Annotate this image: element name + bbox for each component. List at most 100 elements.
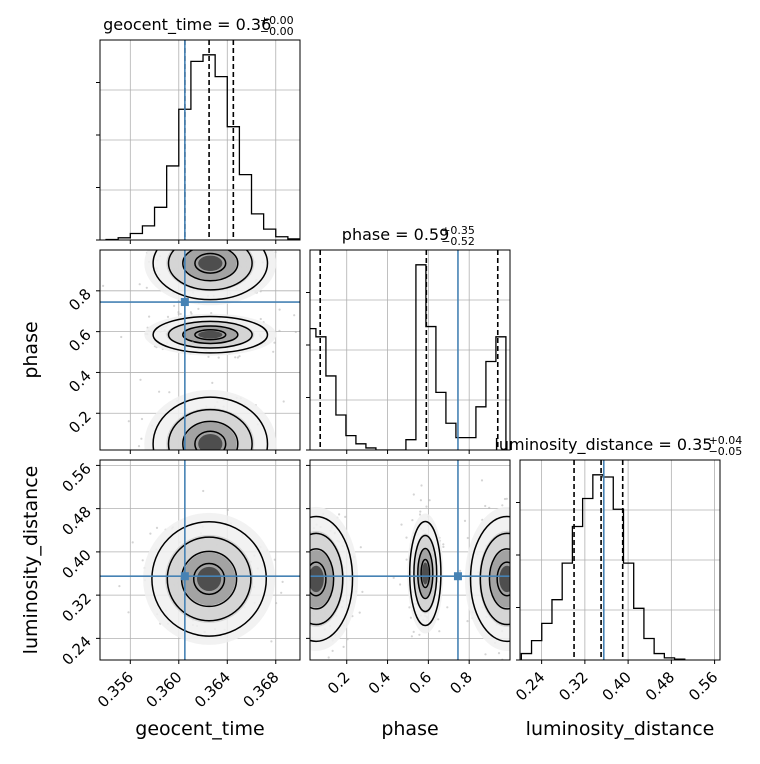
histogram-bin — [426, 327, 436, 450]
sample-point — [528, 611, 530, 613]
sample-point — [294, 606, 296, 608]
sample-point — [218, 483, 220, 485]
histogram-bin — [562, 563, 572, 660]
sample-point — [535, 523, 537, 525]
sample-point — [180, 313, 182, 315]
sample-point — [189, 461, 191, 463]
sample-point — [163, 452, 165, 454]
histogram-bin — [436, 392, 446, 450]
y-tick-label: 0.6 — [65, 326, 95, 356]
sample-point — [216, 471, 218, 473]
sample-point — [526, 580, 528, 582]
sample-point — [102, 285, 104, 287]
sample-point — [521, 587, 523, 589]
sample-point — [259, 482, 261, 484]
x-tick-label: 0.2 — [324, 668, 354, 698]
sample-point — [173, 305, 175, 307]
sample-point — [531, 620, 533, 622]
sample-point — [524, 591, 526, 593]
sample-point — [304, 622, 306, 624]
sample-point — [189, 461, 191, 463]
sample-point — [305, 530, 307, 532]
histogram-bin — [155, 207, 167, 240]
sample-point — [279, 589, 281, 591]
histogram-bin — [130, 233, 142, 240]
sample-point — [275, 251, 277, 253]
sample-point — [201, 241, 203, 243]
sample-point — [537, 623, 539, 625]
x-tick-label: 0.6 — [406, 668, 436, 698]
density-fill — [308, 566, 323, 592]
sample-point — [539, 593, 541, 595]
x-tick-label: 0.356 — [94, 668, 137, 711]
sample-point — [530, 594, 532, 596]
histogram-bin — [532, 641, 542, 660]
sample-point — [280, 592, 282, 594]
histogram-bin — [336, 415, 346, 450]
histogram-bin — [316, 337, 326, 450]
sample-point — [202, 496, 204, 498]
sample-point — [516, 583, 518, 585]
sample-point — [532, 585, 534, 587]
y-tick-label: 0.40 — [58, 546, 94, 582]
sample-point — [139, 283, 141, 285]
x-tick-label: 0.40 — [599, 668, 635, 704]
sample-point — [301, 587, 303, 589]
sample-point — [240, 247, 242, 249]
sample-point — [466, 620, 468, 622]
sample-point — [220, 478, 222, 480]
sample-point — [182, 457, 184, 459]
sample-point — [140, 438, 142, 440]
sample-point — [291, 578, 293, 580]
sample-point — [291, 529, 293, 531]
sample-point — [193, 477, 195, 479]
sample-point — [295, 557, 297, 559]
sample-point — [521, 565, 523, 567]
sample-point — [166, 245, 168, 247]
sample-point — [120, 336, 122, 338]
histogram-bin — [215, 77, 227, 240]
sample-point — [197, 308, 199, 310]
y-axis-label: phase — [20, 321, 42, 378]
sample-point — [142, 559, 144, 561]
histogram-bin — [446, 423, 456, 450]
sample-point — [537, 570, 539, 572]
sample-point — [296, 632, 298, 634]
sample-point — [223, 455, 225, 457]
sample-point — [506, 498, 508, 500]
sample-point — [410, 617, 412, 619]
histogram-bin — [406, 440, 416, 450]
sample-point — [552, 567, 554, 569]
sample-point — [464, 520, 466, 522]
sample-point — [228, 503, 230, 505]
joint-panel-phase-luminosity_distance — [271, 460, 562, 671]
sample-point — [211, 244, 213, 246]
sample-point — [178, 313, 180, 315]
sample-point — [210, 474, 212, 476]
x-tick-label: 0.368 — [239, 668, 282, 711]
panel-title: geocent_time = 0.36+0.00−0.00 — [103, 14, 294, 38]
sample-point — [138, 445, 140, 447]
sample-point — [167, 480, 169, 482]
histogram-bin — [466, 438, 476, 450]
y-tick-label: 0.48 — [58, 503, 94, 539]
title-text: phase = 0.59 — [342, 225, 449, 244]
histogram-panel-luminosity_distance — [520, 460, 720, 660]
x-tick-label: 0.48 — [642, 668, 678, 704]
sample-point — [228, 461, 230, 463]
sample-point — [539, 542, 541, 544]
sample-point — [186, 462, 188, 464]
sample-point — [359, 612, 361, 614]
sample-point — [139, 379, 141, 381]
sample-point — [513, 495, 515, 497]
y-axis-label: luminosity_distance — [20, 466, 42, 655]
density-fill — [198, 434, 222, 454]
sample-point — [521, 553, 523, 555]
sample-point — [191, 456, 193, 458]
histogram-panel-geocent_time — [100, 40, 300, 240]
injection-marker — [454, 572, 462, 580]
sample-point — [118, 585, 120, 587]
sample-point — [245, 475, 247, 477]
sample-point — [177, 311, 179, 313]
sample-point — [206, 458, 208, 460]
